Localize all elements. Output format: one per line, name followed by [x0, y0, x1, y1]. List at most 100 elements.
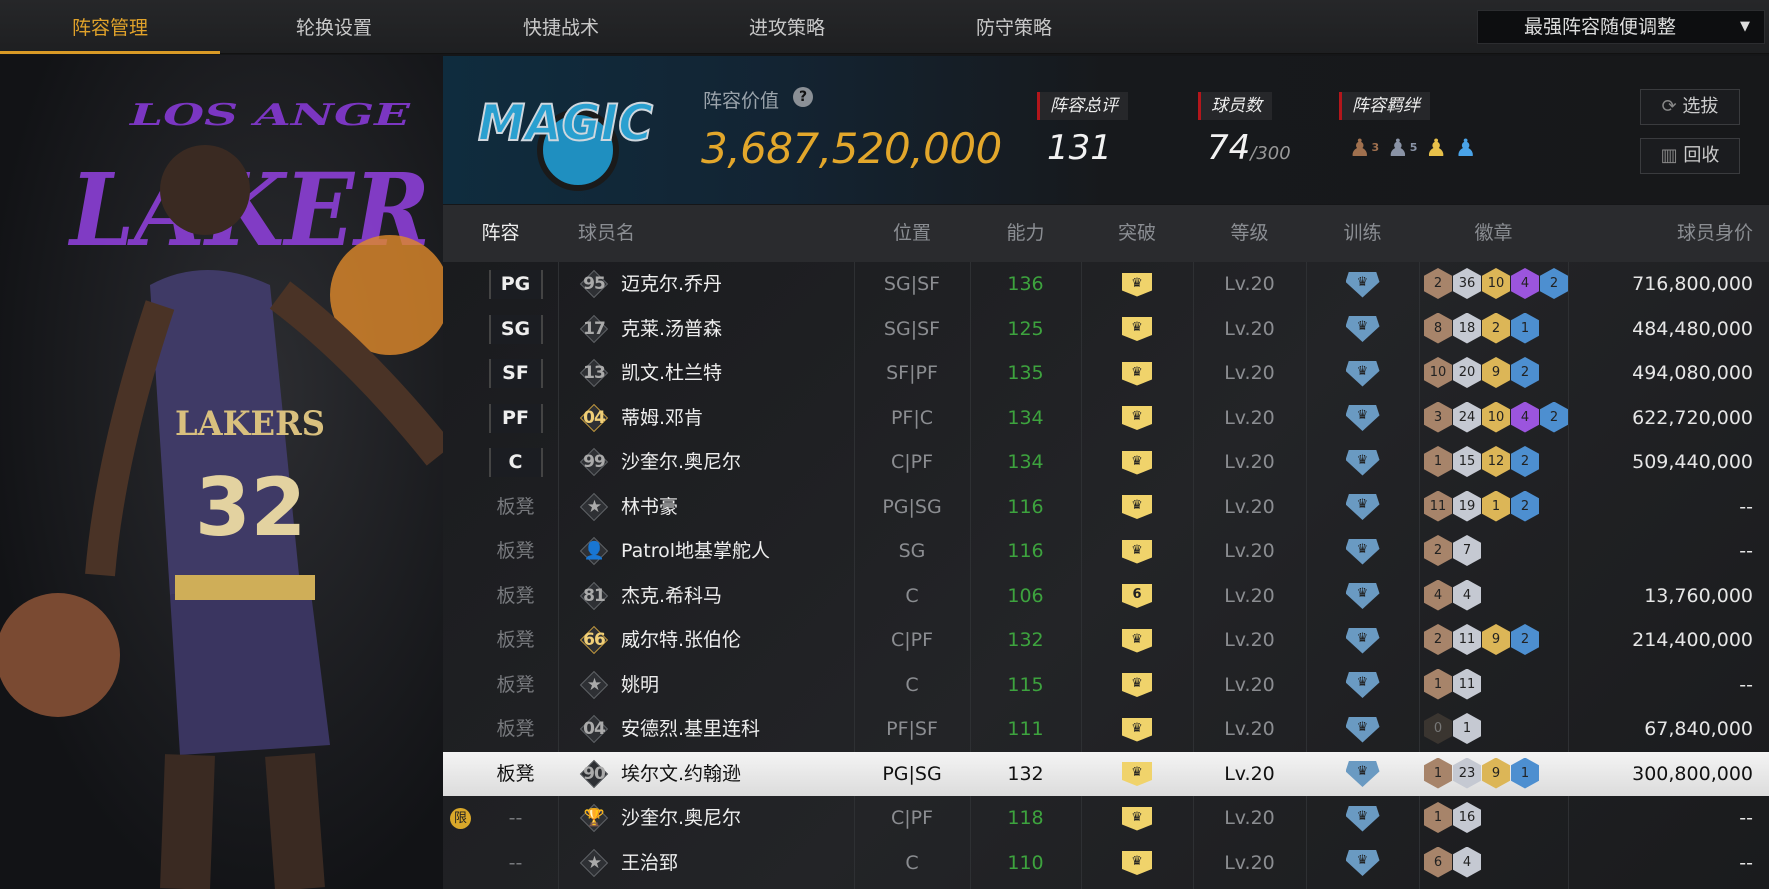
col-name[interactable]: 球员名: [578, 222, 636, 244]
player-name[interactable]: 埃尔文.约翰逊: [621, 762, 742, 785]
player-name[interactable]: 王治郅: [621, 851, 679, 874]
player-name[interactable]: 凯文.杜兰特: [621, 362, 723, 384]
player-name[interactable]: 迈克尔.乔丹: [621, 273, 723, 295]
badge-list[interactable]: 1 23 9 1: [1424, 757, 1539, 790]
table-row[interactable]: SG 17 克莱.汤普森 SG|SF 125 ♛ Lv.20 ♛ 8 18 2 1 4…: [443, 307, 1769, 352]
badge-list[interactable]: 2 11 9 2: [1424, 624, 1539, 656]
breakthrough-cell[interactable]: ♛: [1081, 262, 1193, 307]
table-row[interactable]: 板凳 ★ 姚明 C 115 ♛ Lv.20 ♛ 1 11 --: [443, 663, 1769, 708]
player-name[interactable]: 沙奎尔.奥尼尔: [621, 807, 742, 829]
training-cell[interactable]: ♛: [1306, 618, 1419, 663]
player-value: 13,760,000: [1644, 584, 1753, 607]
table-row[interactable]: PF 04 蒂姆.邓肯 PF|C 134 ♛ Lv.20 ♛ 3 24 10 4 2 6…: [443, 396, 1769, 441]
badge-list[interactable]: 1 11: [1424, 668, 1481, 701]
breakthrough-cell[interactable]: ♛: [1081, 440, 1193, 485]
bond-blue-icon[interactable]: ♟: [1454, 134, 1477, 162]
table-row[interactable]: 板凳 ★ 林书豪 PG|SG 116 ♛ Lv.20 ♛ 11 19 1 2 --: [443, 485, 1769, 530]
player-name[interactable]: 克莱.汤普森: [621, 317, 723, 340]
svg-text:MAGIC: MAGIC: [478, 94, 653, 152]
col-badges[interactable]: 徽章: [1474, 222, 1513, 244]
help-icon[interactable]: ?: [793, 87, 813, 107]
table-row[interactable]: 限 -- 🏆 沙奎尔.奥尼尔 C|PF 118 ♛ Lv.20 ♛ 1 16 --: [443, 796, 1769, 841]
table-row[interactable]: PG 95 迈克尔.乔丹 SG|SF 136 ♛ Lv.20 ♛ 2 36 10 4 2…: [443, 262, 1769, 307]
col-value[interactable]: 球员身价: [1676, 222, 1753, 244]
table-row[interactable]: SF 13 凯文.杜兰特 SF|PF 135 ♛ Lv.20 ♛ 10 20 9 2 …: [443, 351, 1769, 396]
tab-defense[interactable]: 防守策略: [975, 17, 1052, 39]
breakthrough-cell[interactable]: ♛: [1081, 707, 1193, 752]
training-cell[interactable]: ♛: [1306, 663, 1419, 708]
table-row[interactable]: C 99 沙奎尔.奥尼尔 C|PF 134 ♛ Lv.20 ♛ 1 15 12 2 5…: [443, 440, 1769, 485]
bond-bronze-icon[interactable]: ♟ 3: [1349, 134, 1380, 162]
player-rank-icon: 90: [579, 759, 609, 789]
col-position[interactable]: 位置: [892, 222, 931, 244]
breakthrough-cell[interactable]: ♛: [1081, 351, 1193, 396]
badge-list[interactable]: 2 36 10 4 2: [1424, 268, 1568, 300]
player-name[interactable]: 安德烈.基里连科: [621, 718, 761, 740]
badge-hex: 7: [1453, 535, 1481, 566]
player-ovr: 132: [1007, 762, 1044, 785]
player-name[interactable]: 蒂姆.邓肯: [621, 406, 704, 429]
select-button[interactable]: ⟳ 选拔: [1640, 89, 1740, 125]
breakthrough-cell[interactable]: ♛: [1081, 841, 1193, 886]
badge-list[interactable]: 1 16: [1424, 802, 1481, 834]
breakthrough-cell[interactable]: 6: [1081, 574, 1193, 619]
col-breakthrough[interactable]: 突破: [1117, 222, 1156, 244]
player-name[interactable]: 威尔特.张伯伦: [621, 629, 742, 651]
bond-silver-icon[interactable]: ♟ 5: [1387, 134, 1418, 162]
training-cell[interactable]: ♛: [1306, 440, 1419, 485]
training-cell[interactable]: ♛: [1306, 574, 1419, 619]
bond-gold-icon[interactable]: ♟: [1425, 134, 1447, 162]
tab-lineup[interactable]: 阵容管理: [0, 0, 220, 54]
badge-list[interactable]: 1 15 12 2: [1424, 446, 1539, 478]
table-row[interactable]: 板凳 90 埃尔文.约翰逊 PG|SG 132 ♛ Lv.20 ♛ 1 23 9 1 …: [443, 751, 1769, 797]
training-cell[interactable]: ♛: [1306, 262, 1419, 307]
player-name[interactable]: 沙奎尔.奥尼尔: [621, 451, 742, 473]
breakthrough-cell[interactable]: ♛: [1081, 796, 1193, 841]
badge-list[interactable]: 8 18 2 1: [1424, 312, 1539, 345]
badge-list[interactable]: 11 19 1 2: [1424, 490, 1539, 523]
player-name[interactable]: 杰克.希科马: [621, 584, 723, 607]
tab-offense[interactable]: 进攻策略: [748, 17, 825, 39]
col-level[interactable]: 等级: [1230, 222, 1269, 244]
col-training[interactable]: 训练: [1343, 222, 1382, 244]
tab-quick-tactics[interactable]: 快捷战术: [522, 17, 599, 39]
player-value: --: [1739, 851, 1753, 874]
table-row[interactable]: 板凳 66 威尔特.张伯伦 C|PF 132 ♛ Lv.20 ♛ 2 11 9 2 2…: [443, 618, 1769, 663]
badge-list[interactable]: 10 20 9 2: [1424, 357, 1539, 389]
breakthrough-cell[interactable]: ♛: [1081, 618, 1193, 663]
col-lineup[interactable]: 阵容: [481, 222, 520, 244]
breakthrough-cell[interactable]: ♛: [1081, 307, 1193, 352]
lineup-preset-dropdown[interactable]: 最强阵容随便调整 ▼: [1477, 10, 1765, 44]
breakthrough-cell[interactable]: ♛: [1081, 485, 1193, 530]
training-cell[interactable]: ♛: [1306, 485, 1419, 530]
training-cell[interactable]: ♛: [1306, 396, 1419, 441]
training-cell[interactable]: ♛: [1306, 796, 1419, 841]
tab-rotation[interactable]: 轮换设置: [295, 17, 372, 39]
breakthrough-cell[interactable]: ♛: [1081, 752, 1193, 797]
recycle-button[interactable]: ▥ 回收: [1640, 138, 1740, 174]
player-name[interactable]: 林书豪: [621, 495, 679, 518]
breakthrough-cell[interactable]: ♛: [1081, 663, 1193, 708]
player-name[interactable]: 姚明: [621, 673, 660, 696]
breakthrough-cell[interactable]: ♛: [1081, 396, 1193, 441]
breakthrough-cell[interactable]: ♛: [1081, 529, 1193, 574]
training-cell[interactable]: ♛: [1306, 351, 1419, 396]
col-ovr[interactable]: 能力: [1006, 222, 1045, 244]
training-crown-icon: ♛: [1345, 271, 1380, 298]
training-cell[interactable]: ♛: [1306, 752, 1419, 797]
rank-number: 99: [583, 452, 606, 472]
badge-list[interactable]: 3 24 10 4 2: [1424, 401, 1568, 434]
player-name[interactable]: Patrol地基掌舵人: [621, 540, 770, 562]
training-cell[interactable]: ♛: [1306, 529, 1419, 574]
training-cell[interactable]: ♛: [1306, 707, 1419, 752]
training-cell[interactable]: ♛: [1306, 307, 1419, 352]
training-cell[interactable]: ♛: [1306, 841, 1419, 886]
